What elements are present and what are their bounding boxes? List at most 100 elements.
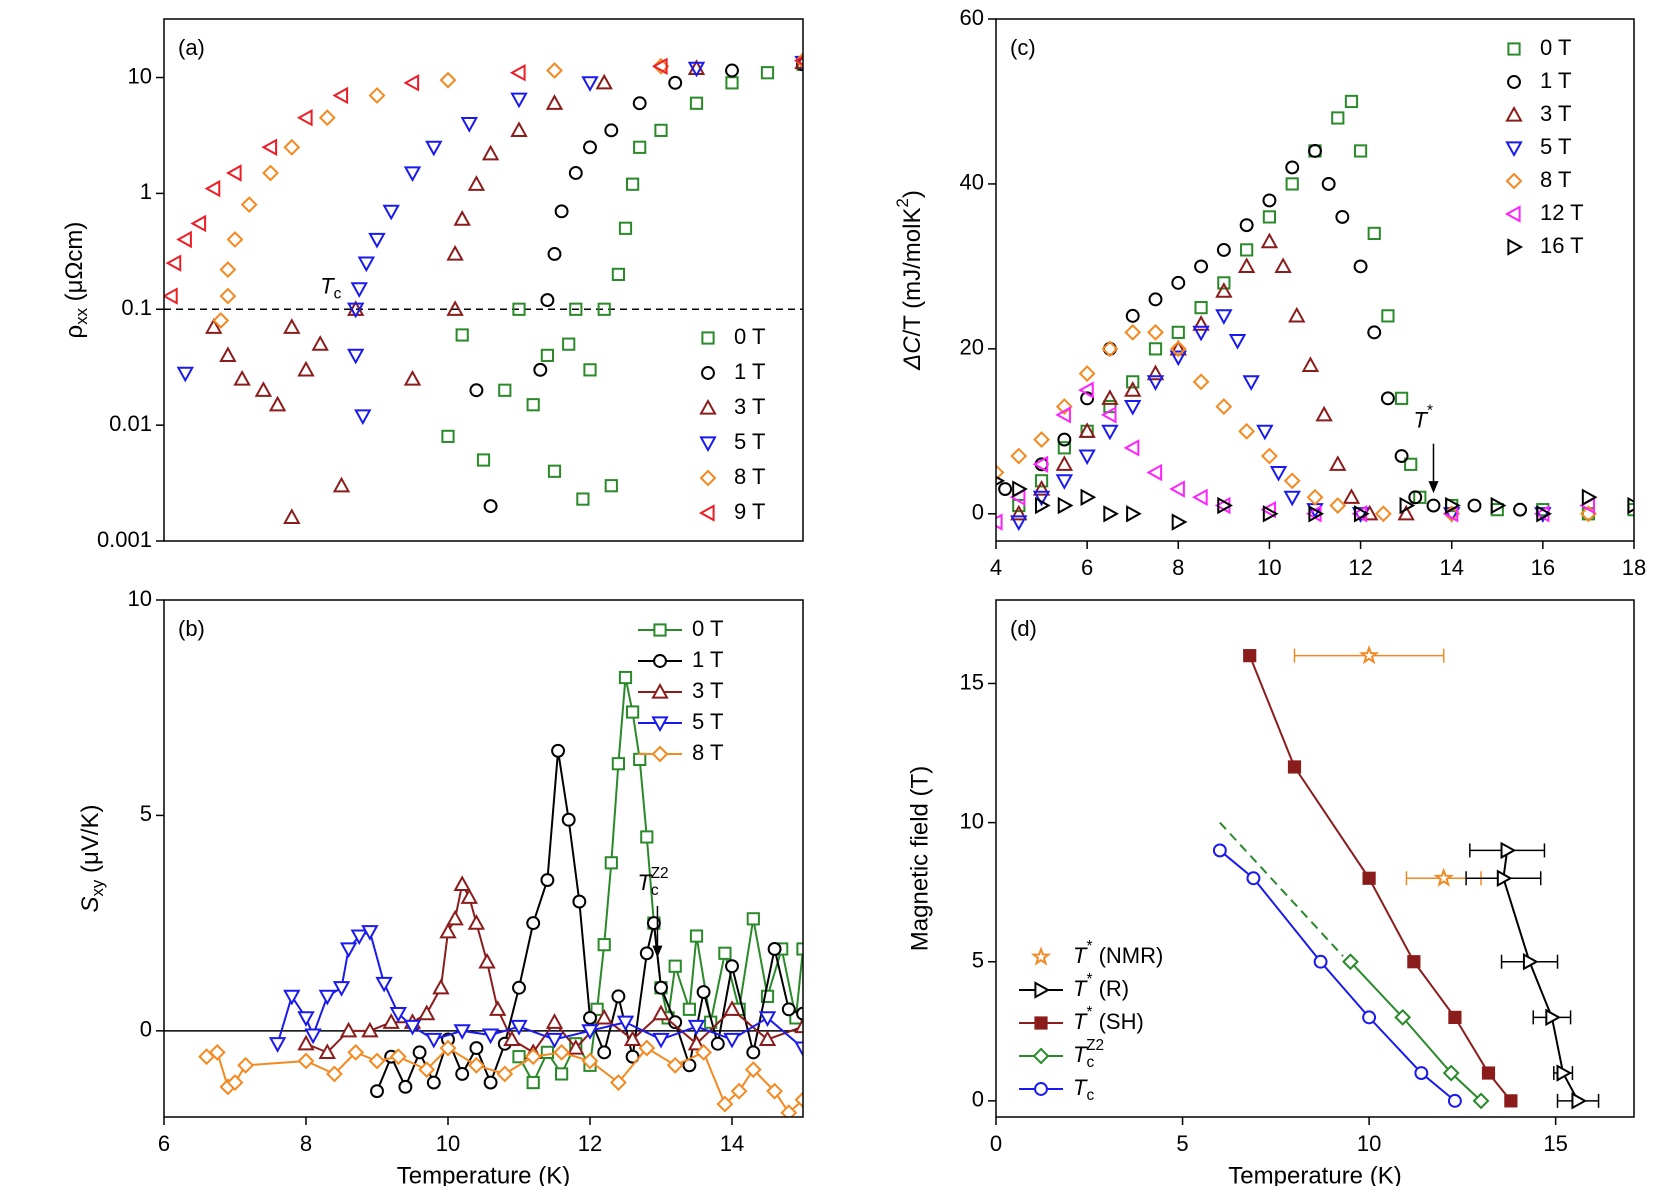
x-tick-label: 5 — [1176, 1131, 1188, 1156]
marker — [553, 1043, 571, 1061]
marker — [1414, 1066, 1429, 1080]
marker — [1362, 1010, 1377, 1025]
legend-label: TcZ2 — [1073, 1037, 1104, 1071]
marker — [478, 952, 496, 969]
marker — [666, 1056, 684, 1074]
marker — [1500, 841, 1517, 860]
legend-label: 0 T — [1540, 35, 1571, 60]
marker — [1308, 505, 1325, 523]
x-tick-label: 4 — [990, 555, 1002, 580]
marker — [219, 261, 237, 279]
marker — [304, 1028, 322, 1045]
marker — [567, 1039, 585, 1055]
marker — [1342, 953, 1359, 971]
marker — [1239, 218, 1254, 233]
marker — [512, 302, 526, 316]
y-axis-label: ρxx (μΩcm) — [61, 222, 91, 339]
y-tick-label: 1 — [140, 179, 152, 204]
marker — [1010, 447, 1028, 465]
marker — [1010, 515, 1028, 532]
marker — [581, 1052, 599, 1070]
legend-label: T* (NMR) — [1073, 938, 1163, 968]
marker — [389, 1048, 407, 1066]
marker — [425, 140, 443, 157]
marker — [283, 138, 301, 156]
marker — [1536, 505, 1552, 523]
marker — [297, 1034, 315, 1051]
marker — [164, 287, 178, 305]
marker — [1192, 325, 1210, 342]
marker — [1329, 497, 1347, 514]
marker — [510, 1019, 528, 1036]
marker — [581, 1024, 599, 1040]
marker — [347, 1043, 365, 1061]
marker — [760, 66, 775, 80]
marker — [1080, 488, 1097, 506]
marker — [483, 1075, 498, 1090]
axes-frame — [995, 599, 1635, 1118]
series-line — [376, 750, 803, 1092]
marker — [283, 508, 301, 524]
y-axis-label: Sxy (μV/K) — [77, 805, 107, 913]
legend-label: 1 T — [692, 647, 723, 672]
marker — [1344, 94, 1359, 109]
marker — [1055, 455, 1074, 471]
marker — [760, 989, 775, 1003]
marker — [540, 348, 554, 362]
marker — [723, 1000, 741, 1016]
marker — [318, 989, 336, 1006]
marker — [1408, 490, 1423, 505]
marker — [297, 1052, 315, 1070]
marker — [633, 140, 647, 154]
marker — [758, 1011, 777, 1027]
marker — [540, 293, 555, 308]
marker — [780, 1104, 798, 1117]
marker — [425, 1032, 443, 1049]
marker — [1394, 449, 1409, 464]
marker — [1032, 490, 1051, 507]
marker — [1283, 490, 1301, 507]
marker — [268, 1037, 287, 1053]
marker — [469, 383, 484, 398]
marker — [347, 302, 365, 319]
legend-marker — [653, 654, 667, 668]
marker — [412, 1045, 427, 1060]
marker — [689, 929, 704, 943]
marker — [439, 922, 457, 939]
marker — [204, 179, 221, 198]
marker — [1237, 257, 1256, 273]
panel-label: (a) — [178, 35, 205, 60]
x-axis-label: Temperature (K) — [397, 1162, 570, 1186]
marker — [1481, 1066, 1496, 1080]
marker — [718, 946, 732, 960]
guide-line — [1219, 821, 1344, 957]
panel-label: (b) — [178, 616, 205, 641]
marker — [1228, 334, 1247, 350]
plot-area — [1212, 644, 1600, 1110]
marker — [368, 232, 386, 249]
marker — [725, 76, 739, 90]
marker — [1260, 500, 1277, 519]
marker — [1442, 1064, 1460, 1082]
marker — [455, 328, 469, 342]
x-tick-label: 18 — [1622, 555, 1646, 580]
marker — [561, 812, 576, 827]
marker — [1101, 340, 1119, 358]
legend-label: 3 T — [734, 394, 765, 419]
marker — [1194, 259, 1209, 274]
legend-label: T* (SH) — [1073, 1004, 1144, 1034]
marker — [555, 1067, 569, 1081]
marker — [1445, 496, 1461, 515]
marker — [794, 1091, 803, 1109]
marker — [583, 363, 597, 377]
y-tick-label: 15 — [960, 669, 984, 694]
axes-frame — [163, 599, 804, 1118]
marker — [467, 914, 486, 930]
marker — [1331, 111, 1345, 125]
marker — [639, 946, 654, 961]
marker — [446, 909, 464, 926]
y-tick-label: 60 — [960, 5, 984, 30]
marker — [1215, 309, 1233, 325]
marker — [611, 267, 625, 281]
marker — [339, 1021, 358, 1038]
